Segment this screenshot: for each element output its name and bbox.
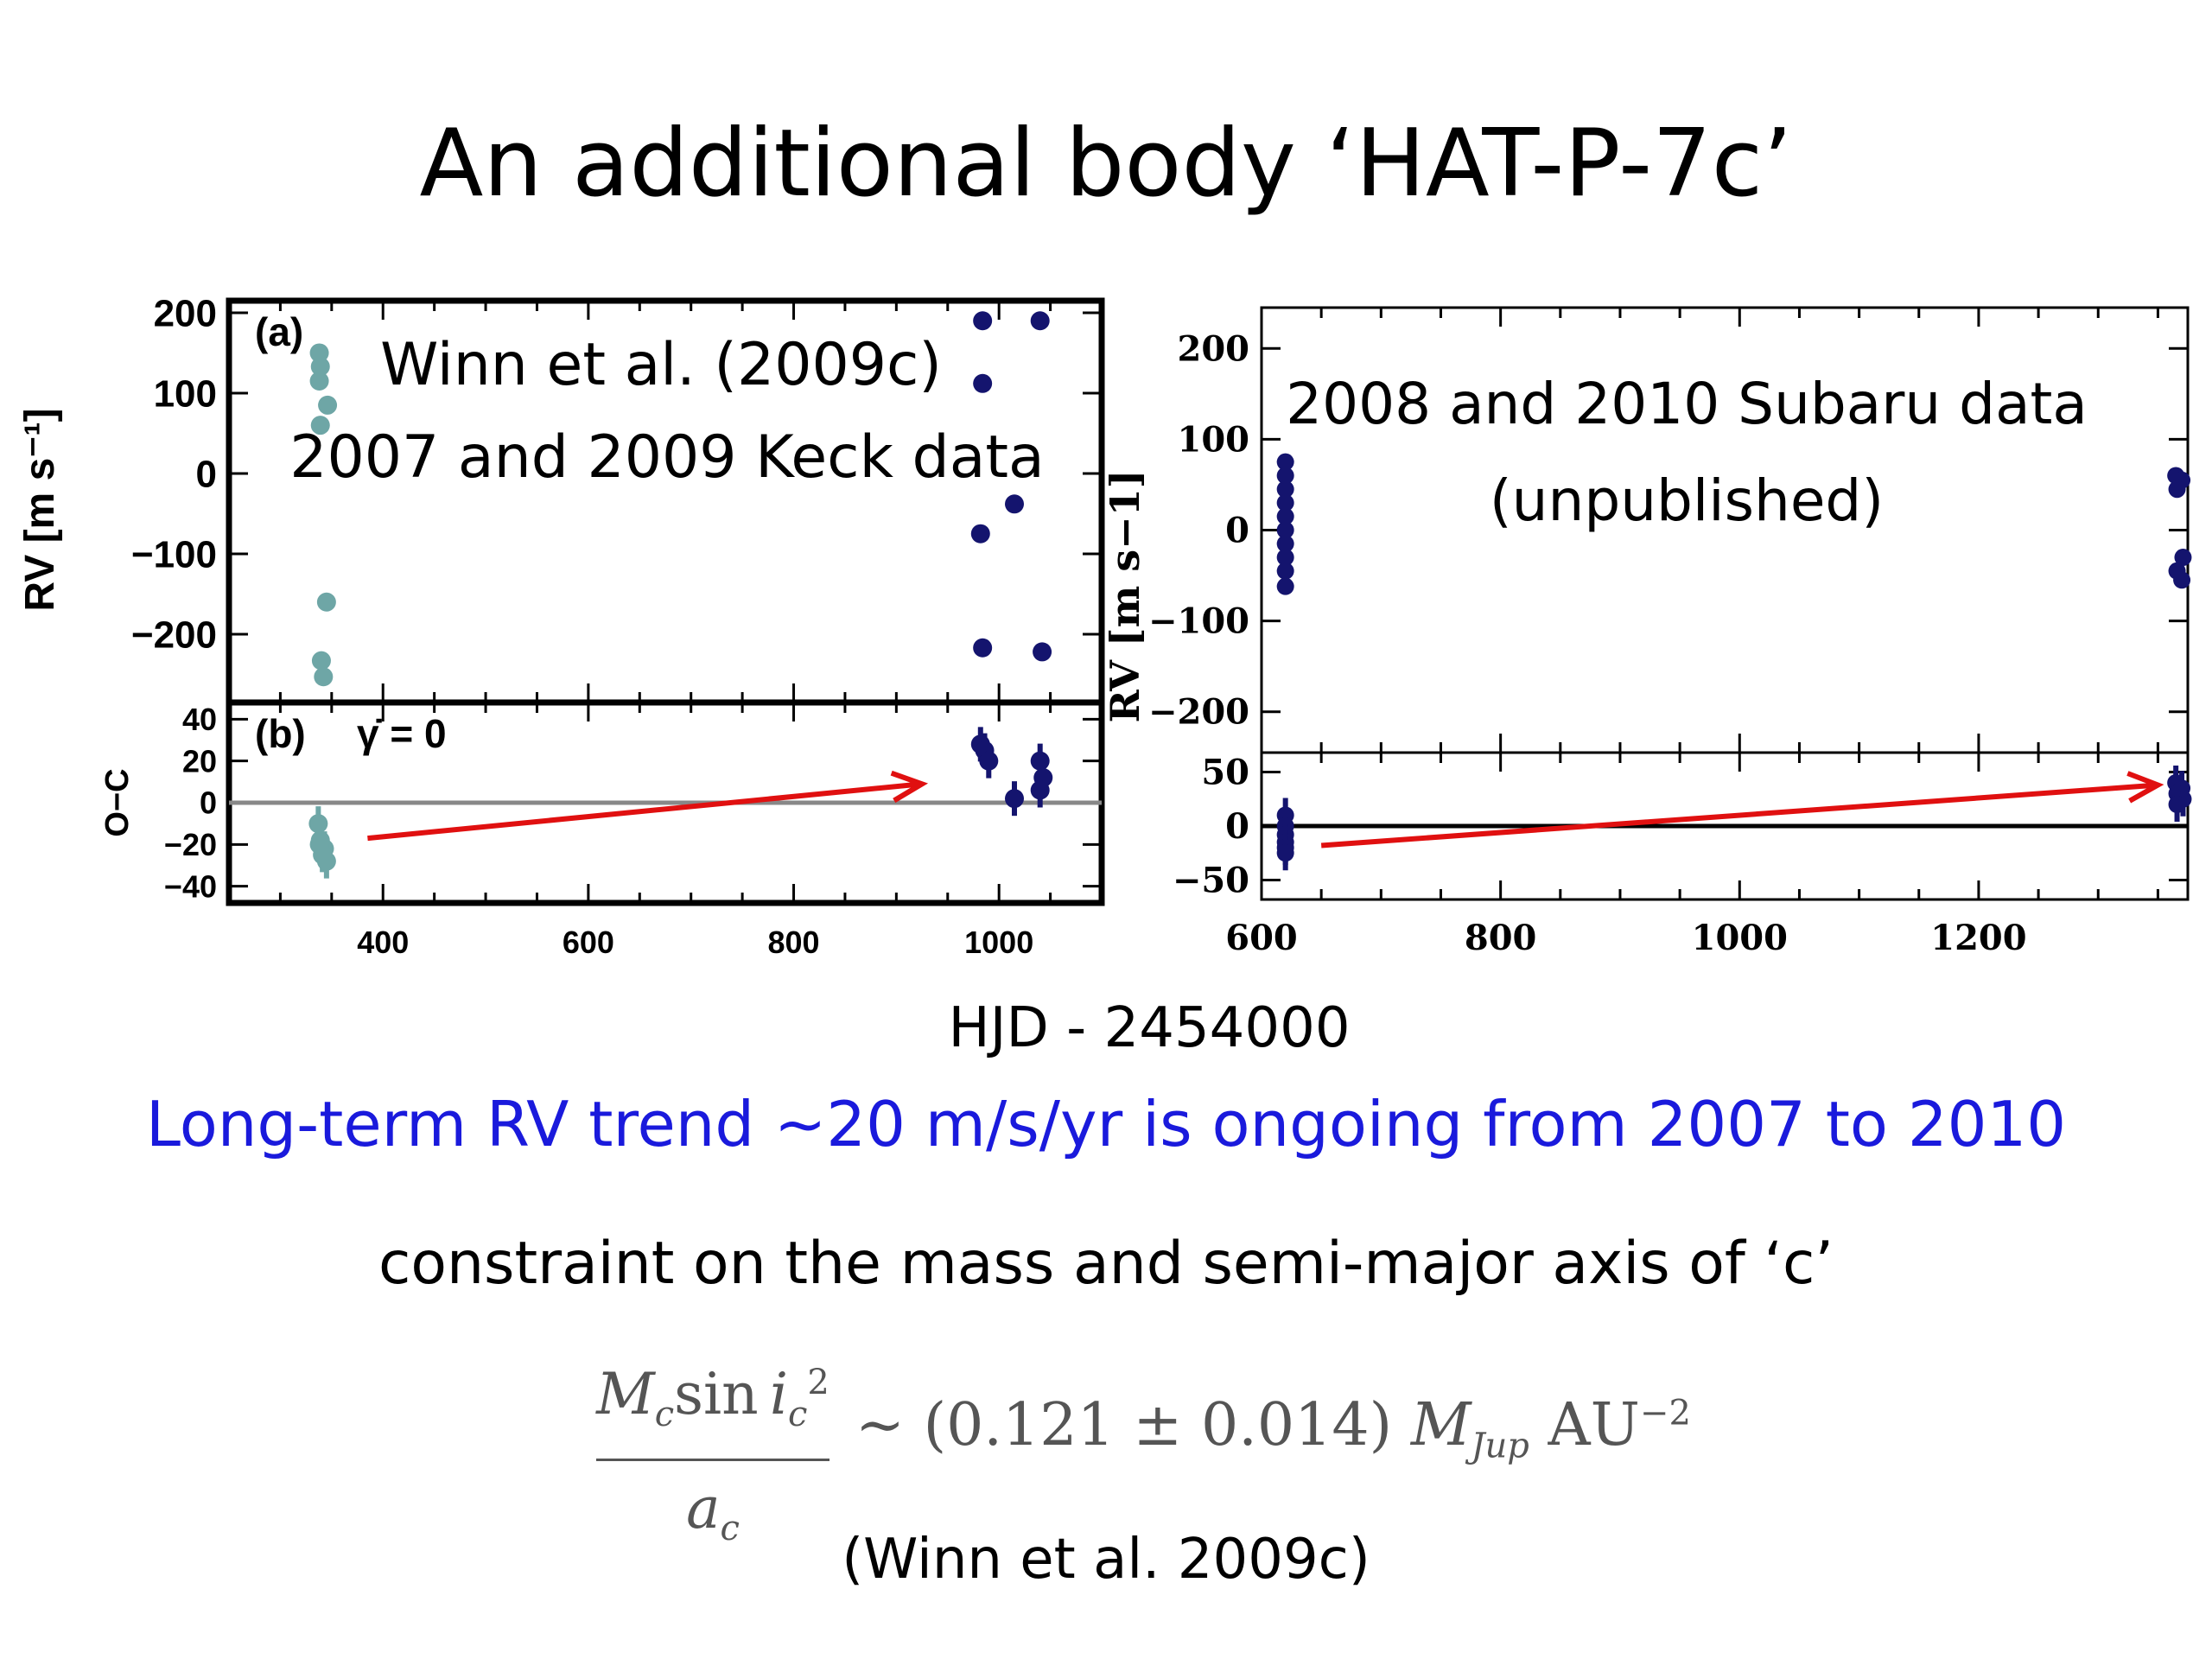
- trend-arrow-head: [890, 770, 929, 804]
- x-tick-label: 600: [563, 925, 614, 960]
- y-tick-label: 200: [1178, 328, 1250, 369]
- source-annotation: Winn et al. (2009c): [380, 331, 942, 399]
- panel-annotation: γ̇ = 0: [357, 711, 447, 756]
- data-point: [309, 835, 329, 855]
- y-tick-label: −40: [164, 868, 217, 904]
- data-point: [1005, 494, 1024, 514]
- data-point: [1030, 311, 1050, 331]
- data-point: [311, 651, 331, 671]
- y-tick-label: −200: [131, 613, 217, 656]
- data-point: [1276, 562, 1294, 580]
- data-point: [2174, 549, 2192, 567]
- y-tick-label: 0: [1225, 511, 1249, 551]
- y-tick-label: −50: [1173, 861, 1249, 901]
- x-tick-label: 800: [767, 925, 819, 960]
- source-annotation: (unpublished): [1490, 467, 1884, 534]
- data-point: [973, 373, 993, 393]
- y-tick-label: 0: [1225, 806, 1249, 847]
- y-tick-label: −100: [131, 533, 217, 575]
- data-point: [1276, 480, 1294, 499]
- mass-axis-formula: Mcsin ic2 ac ∼ (0.121 ± 0.014) MJup AU−2: [596, 1344, 1691, 1548]
- data-point: [1276, 493, 1294, 512]
- data-point: [310, 416, 330, 435]
- data-point: [2168, 480, 2186, 499]
- y-tick-label: 100: [1178, 419, 1250, 460]
- slide-title: An additional body ‘HAT-P-7c’: [419, 110, 1793, 218]
- data-point: [1276, 549, 1294, 567]
- y-tick-label: −200: [1148, 692, 1249, 733]
- y-tick-label: 20: [182, 743, 217, 779]
- data-point: [1276, 535, 1294, 553]
- data-point: [1276, 507, 1294, 525]
- x-tick-label: 1000: [1692, 918, 1788, 958]
- data-point: [1276, 453, 1294, 471]
- data-point: [973, 638, 993, 658]
- fraction-bar: [596, 1459, 830, 1462]
- data-point: [310, 357, 330, 377]
- y-tick-label: 40: [182, 702, 217, 737]
- y-tick-label: 100: [154, 372, 217, 415]
- trend-arrow-shaft: [1320, 782, 2158, 849]
- formula-denominator: ac: [686, 1475, 740, 1549]
- y-tick-label: −20: [164, 827, 217, 862]
- data-point: [309, 372, 329, 391]
- x-tick-label: 400: [357, 925, 409, 960]
- citation: (Winn et al. 2009c): [842, 1528, 1370, 1592]
- y-tick-label: 0: [196, 453, 217, 495]
- trend-arrow-shaft: [367, 781, 923, 842]
- data-point: [314, 667, 334, 687]
- y-axis-label: RV [m s⁻¹]: [17, 408, 63, 611]
- y-axis-label: O−C: [99, 768, 136, 836]
- x-axis-caption: HJD - 2454000: [948, 996, 1351, 1060]
- data-point: [1030, 751, 1050, 771]
- x-tick-label: 1200: [1930, 918, 2026, 958]
- x-tick-label: 600: [1225, 918, 1298, 958]
- data-point: [1276, 467, 1294, 485]
- formula-rhs: ∼ (0.121 ± 0.014) MJup AU−2: [855, 1391, 1691, 1466]
- panel-label: (b): [255, 711, 306, 756]
- data-point: [1276, 577, 1294, 595]
- formula-fraction: Mcsin ic2 ac: [596, 1344, 830, 1576]
- x-tick-label: 800: [1465, 918, 1537, 958]
- data-point: [316, 592, 336, 612]
- y-tick-label: −100: [1148, 601, 1249, 642]
- formula-numerator: Mcsin ic2: [596, 1361, 830, 1435]
- trend-arrow-head: [2126, 771, 2164, 804]
- y-tick-label: 50: [1201, 753, 1249, 793]
- data-point: [1005, 789, 1024, 809]
- y-axis-label: RV [m s−1]: [1102, 470, 1148, 723]
- constraint-statement: constraint on the mass and semi-major ax…: [378, 1230, 1834, 1298]
- data-point: [1276, 521, 1294, 539]
- source-annotation: 2008 and 2010 Subaru data: [1286, 371, 2088, 437]
- data-point: [973, 311, 993, 331]
- y-tick-label: 0: [200, 785, 217, 821]
- data-point: [979, 751, 999, 771]
- y-tick-label: 200: [154, 292, 217, 334]
- data-point: [2173, 571, 2191, 589]
- data-point: [309, 343, 329, 363]
- data-point: [970, 524, 990, 543]
- data-point: [1033, 642, 1052, 662]
- data-point: [2168, 796, 2186, 813]
- trend-statement: Long-term RV trend ~20 m/s/yr is ongoing…: [145, 1088, 2067, 1160]
- data-point: [318, 395, 338, 415]
- data-point: [1030, 780, 1050, 800]
- source-annotation: 2007 and 2009 Keck data: [289, 423, 1044, 492]
- panel-label: (a): [255, 309, 303, 354]
- x-tick-label: 1000: [964, 925, 1033, 960]
- data-point: [1276, 844, 1294, 862]
